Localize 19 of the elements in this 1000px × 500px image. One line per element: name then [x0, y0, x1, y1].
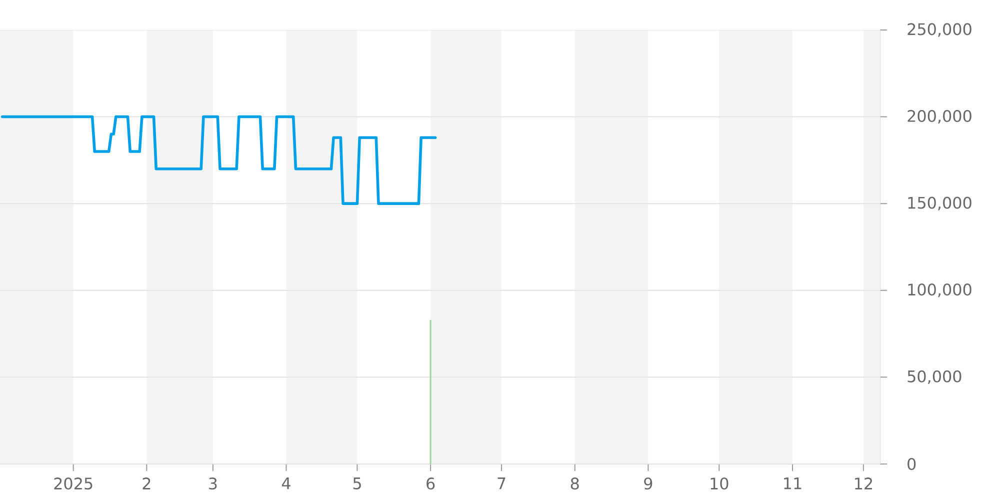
x-tick-label: 7	[498, 478, 506, 490]
x-tick-label: 10	[710, 478, 728, 490]
y-tick-label: 150,000	[908, 196, 972, 210]
x-tick-label: 2	[142, 478, 150, 490]
x-tick-label: 2025	[54, 478, 92, 490]
x-tick-label: 4	[282, 478, 290, 490]
x-tick-label: 5	[353, 478, 361, 490]
y-tick-label: 100,000	[908, 284, 972, 298]
y-tick-label: 250,000	[908, 23, 972, 37]
x-tick-label: 8	[570, 478, 579, 490]
x-tick-label: 3	[209, 478, 217, 490]
y-tick-label: 200,000	[908, 110, 972, 124]
line-series	[0, 115, 437, 205]
x-tick-label: 12	[855, 478, 872, 490]
y-tick-label: 0	[908, 458, 916, 470]
x-tick-label: 11	[784, 478, 802, 490]
y-tick-label: 50,000	[908, 370, 962, 384]
x-tick-label: 6	[426, 478, 435, 490]
x-tick-label: 9	[644, 478, 652, 490]
